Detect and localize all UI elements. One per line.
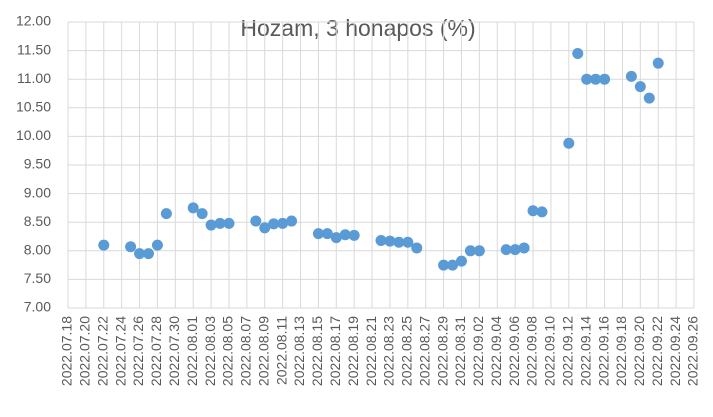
point (98, 239, 110, 251)
x-tick-label: 2022.08.21 (363, 316, 379, 386)
y-tick-label: 8.00 (24, 242, 51, 258)
point (250, 215, 262, 227)
point (599, 73, 611, 85)
x-tick-label: 2022.08.19 (345, 316, 361, 386)
x-tick-label: 2022.07.30 (166, 316, 182, 386)
point (590, 73, 602, 85)
x-tick-label: 2022.09.10 (542, 316, 558, 386)
y-tick-label: 10.00 (16, 127, 51, 143)
x-tick-label: 2022.08.25 (399, 316, 415, 386)
point (643, 92, 655, 104)
y-tick-label: 9.00 (24, 184, 51, 200)
x-tick-label: 2022.07.18 (59, 316, 75, 386)
x-tick-label: 2022.08.13 (291, 316, 307, 386)
point (187, 202, 199, 214)
x-tick-label: 2022.07.20 (77, 316, 93, 386)
x-tick-label: 2022.08.15 (309, 316, 325, 386)
y-tick-label: 10.50 (16, 99, 51, 115)
point (438, 259, 450, 271)
x-tick-label: 2022.09.26 (685, 316, 701, 386)
point (581, 73, 593, 85)
point (527, 205, 539, 217)
x-tick-label: 2022.09.04 (488, 316, 504, 386)
point (411, 242, 423, 254)
point (536, 206, 548, 218)
point (142, 248, 154, 260)
point (330, 232, 342, 244)
x-tick-label: 2022.08.23 (381, 316, 397, 386)
point (473, 245, 485, 257)
point (572, 47, 584, 59)
x-tick-label: 2022.09.08 (524, 316, 540, 386)
point (151, 239, 163, 251)
point (652, 57, 664, 69)
point (312, 228, 324, 240)
x-tick-label: 2022.07.24 (112, 316, 128, 386)
x-tick-label: 2022.09.02 (470, 316, 486, 386)
point (223, 217, 235, 229)
point (634, 81, 646, 93)
point (286, 215, 298, 227)
x-tick-label: 2022.09.18 (613, 316, 629, 386)
x-tick-label: 2022.08.07 (238, 316, 254, 386)
x-tick-label: 2022.07.28 (148, 316, 164, 386)
y-tick-label: 7.50 (24, 270, 51, 286)
x-tick-label: 2022.08.17 (327, 316, 343, 386)
chart-title: Hozam, 3 honapos (%) (240, 15, 475, 41)
point (321, 228, 333, 240)
point (500, 244, 512, 256)
x-tick-label: 2022.08.01 (184, 316, 200, 386)
y-tick-label: 8.50 (24, 213, 51, 229)
point (160, 208, 172, 220)
point (464, 245, 476, 257)
y-tick-label: 7.00 (24, 299, 51, 315)
x-tick-label: 2022.08.09 (255, 316, 271, 386)
point (205, 219, 217, 231)
point (375, 235, 387, 247)
x-tick-label: 2022.08.29 (434, 316, 450, 386)
point (196, 208, 208, 220)
y-tick-label: 11.00 (17, 70, 51, 86)
x-tick-label: 2022.09.22 (649, 316, 665, 386)
x-tick-label: 2022.09.14 (577, 316, 593, 386)
point (393, 236, 405, 248)
x-tick-label: 2022.09.24 (667, 316, 683, 386)
x-tick-label: 2022.09.16 (595, 316, 611, 386)
point (277, 217, 289, 229)
point (125, 241, 137, 253)
x-tick-label: 2022.09.20 (631, 316, 647, 386)
x-tick-label: 2022.08.27 (416, 316, 432, 386)
x-tick-label: 2022.08.05 (220, 316, 236, 386)
x-tick-label: 2022.08.31 (452, 316, 468, 386)
x-tick-label: 2022.08.11 (273, 316, 289, 385)
point (384, 235, 396, 247)
x-tick-label: 2022.07.22 (94, 316, 110, 386)
y-tick-label: 9.50 (24, 156, 51, 172)
point (625, 70, 637, 82)
point (268, 218, 280, 230)
point (447, 259, 459, 271)
point (563, 137, 575, 149)
point (339, 229, 351, 241)
x-tick-label: 2022.09.12 (560, 316, 576, 386)
point (402, 236, 414, 248)
point (518, 242, 530, 254)
point (214, 217, 226, 229)
point (134, 248, 146, 260)
x-tick-label: 2022.07.26 (130, 316, 146, 386)
x-tick-label: 2022.09.06 (506, 316, 522, 386)
point (348, 229, 360, 241)
x-tick-label: 2022.08.03 (202, 316, 218, 386)
y-tick-label: 12.00 (16, 13, 51, 29)
point (259, 222, 271, 234)
y-tick-label: 11.50 (17, 41, 51, 57)
point (455, 255, 467, 267)
point (509, 244, 521, 256)
